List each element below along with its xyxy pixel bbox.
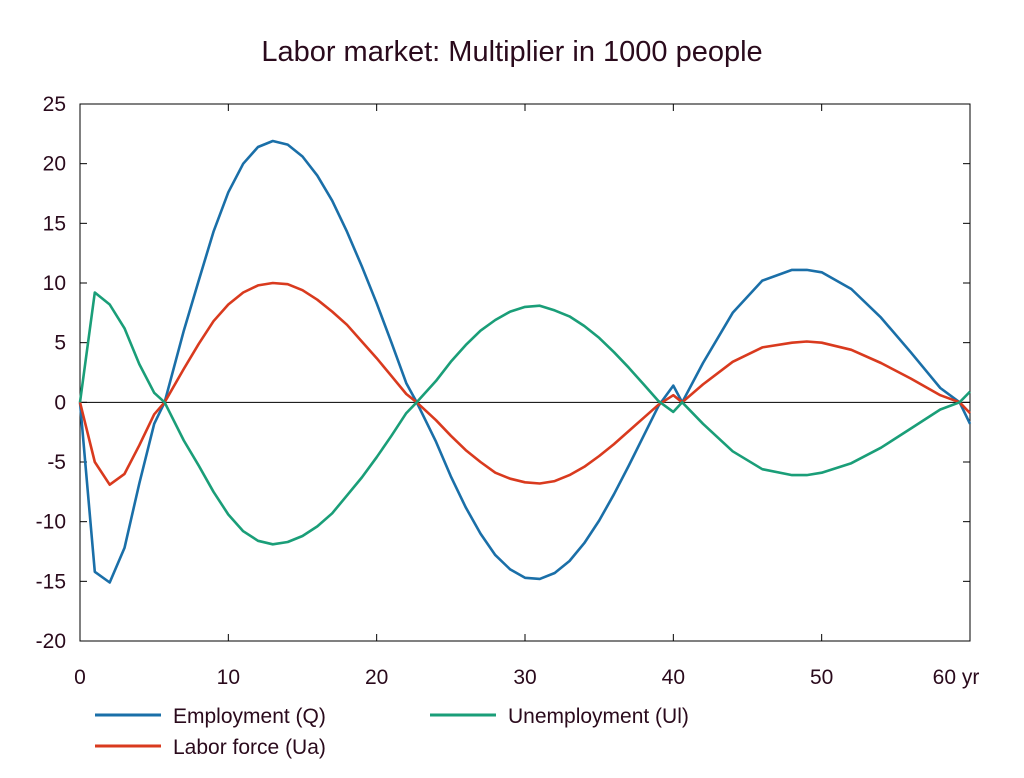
- legend-item-2: Labor force (Ua): [95, 736, 326, 759]
- y-tick-label: -20: [36, 630, 66, 653]
- y-tick-label: 20: [43, 153, 66, 176]
- x-tick-label: 60 yr: [933, 666, 980, 689]
- y-axis: -20 -15 -10 -5 0 5 10 15 20 25: [36, 93, 970, 653]
- series-line-2: [78, 281, 971, 487]
- x-tick-label: 20: [365, 666, 388, 689]
- y-tick-label: -5: [47, 451, 66, 474]
- series-lines: [78, 139, 972, 584]
- x-tick-label: 0: [74, 666, 86, 689]
- legend-label: Employment (Q): [173, 705, 326, 728]
- series-line-1: [78, 139, 972, 584]
- legend-item-1: Employment (Q): [95, 705, 326, 728]
- x-axis: 0 10 20 30 40 50 60 yr: [74, 104, 979, 689]
- plot-border: [79, 103, 971, 642]
- y-tick-label: 0: [54, 391, 66, 414]
- series-line-3: [78, 291, 971, 546]
- legend: Employment (Q) Labor force (Ua) Unemployme…: [95, 705, 689, 759]
- y-tick-label: 25: [43, 93, 66, 116]
- x-tick-label: 40: [662, 666, 685, 689]
- legend-label: Unemployment (Ul): [508, 705, 689, 728]
- legend-label: Labor force (Ua): [173, 736, 326, 759]
- legend-item-3: Unemployment (Ul): [430, 705, 689, 728]
- y-tick-label: -15: [36, 570, 66, 593]
- chart-title: Labor market: Multiplier in 1000 people: [261, 36, 762, 68]
- x-tick-label: 50: [810, 666, 833, 689]
- x-tick-label: 30: [513, 666, 536, 689]
- y-tick-label: 5: [54, 332, 66, 355]
- y-tick-label: -10: [36, 511, 66, 534]
- plot-frame: [79, 103, 971, 642]
- y-tick-label: 10: [43, 272, 66, 295]
- x-tick-label: 10: [217, 666, 240, 689]
- y-tick-label: 15: [43, 212, 66, 235]
